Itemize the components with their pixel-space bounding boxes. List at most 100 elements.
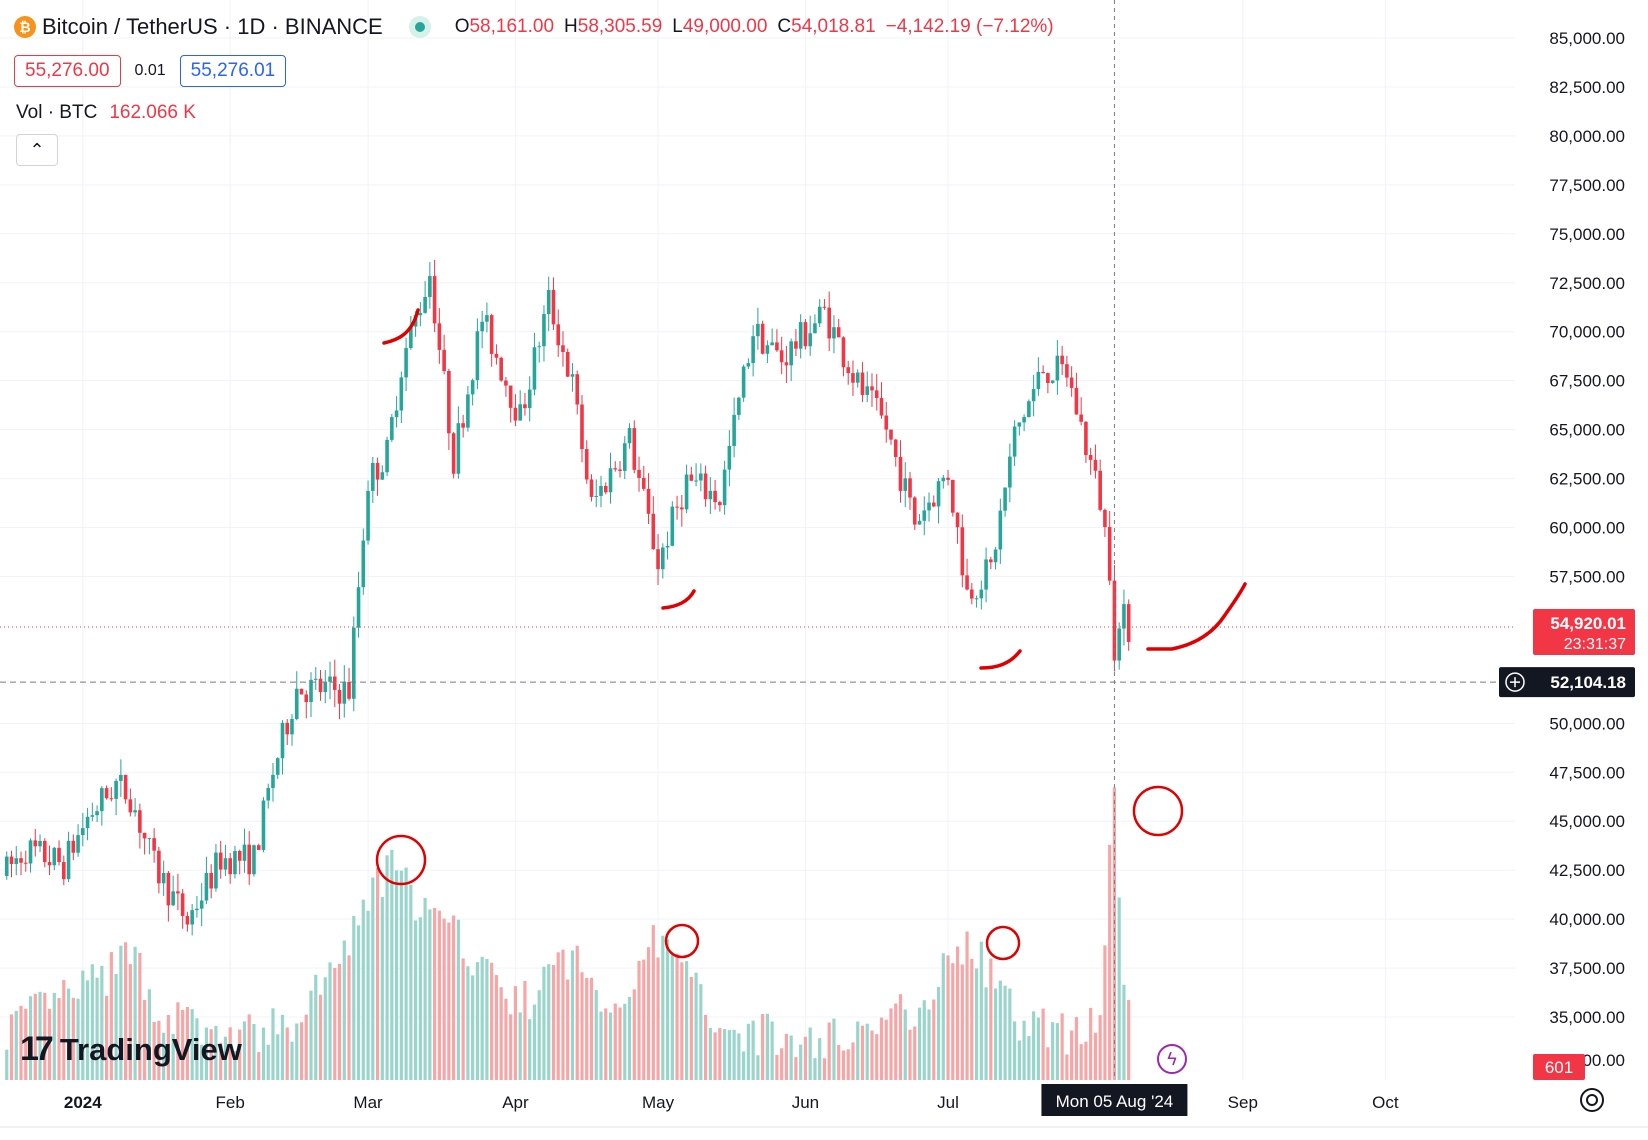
volume-bar: [860, 1025, 865, 1080]
volume-bar: [375, 868, 380, 1080]
volume-bar: [261, 1027, 266, 1080]
candle-body: [575, 374, 580, 405]
candle-body: [432, 276, 437, 324]
open-value: 58,161.00: [469, 16, 555, 37]
volume-bar: [447, 922, 451, 1080]
volume-bar: [827, 1022, 831, 1080]
volume-bar: [143, 999, 147, 1080]
candle-body: [185, 915, 190, 925]
candle-body: [537, 346, 542, 348]
volume-bar: [456, 919, 460, 1080]
volume-bar: [14, 1010, 18, 1080]
volume-bar: [523, 980, 527, 1080]
gear-icon[interactable]: [1580, 1088, 1604, 1112]
candle-body: [922, 510, 927, 521]
volume-bar: [818, 1038, 822, 1080]
time-tick-label: 2024: [64, 1093, 102, 1112]
volume-bar: [252, 1024, 256, 1080]
candle-body: [38, 840, 42, 847]
symbol-title[interactable]: Bitcoin / TetherUS · 1D · BINANCE: [42, 14, 383, 39]
candle-body: [713, 490, 717, 503]
candle-body: [718, 502, 722, 506]
candle-body: [851, 373, 855, 383]
volume-bar: [485, 958, 489, 1080]
price-tick-label: 50,000.00: [1549, 714, 1625, 733]
candle-body: [456, 423, 461, 474]
candle-body: [23, 862, 28, 864]
candle-body: [651, 513, 656, 550]
volume-bar: [509, 1014, 513, 1080]
candle-body: [570, 374, 575, 377]
volume-bar: [618, 1007, 622, 1080]
candle-body: [703, 473, 708, 500]
candle-body: [523, 404, 527, 409]
candle-body: [556, 324, 561, 346]
last-price-tag: [1533, 608, 1635, 655]
candle-body: [965, 575, 969, 590]
candle-body: [832, 327, 836, 339]
candle-body: [214, 852, 218, 889]
tradingview-logo[interactable]: 17 TradingView: [20, 1030, 242, 1069]
volume-bar: [204, 1027, 209, 1080]
volume-bar: [737, 1033, 741, 1080]
candle-body: [841, 337, 846, 368]
candle-body: [57, 847, 61, 863]
candle-body: [480, 321, 484, 332]
volume-bar: [124, 942, 128, 1080]
volume-bar: [390, 849, 394, 1080]
volume-label[interactable]: Vol · BTC: [16, 102, 98, 123]
candle-body: [152, 838, 156, 851]
lightning-icon[interactable]: ϟ: [1157, 1044, 1187, 1074]
swing-low-arc: [661, 589, 696, 610]
candle-body: [123, 774, 128, 800]
candle-body: [789, 341, 793, 366]
volume-bar: [1074, 1017, 1079, 1080]
candle-body: [380, 472, 385, 480]
volume-tag: [1533, 1054, 1585, 1080]
volume-bar: [318, 994, 323, 1080]
candle-body: [62, 862, 66, 880]
volume-bar: [394, 870, 399, 1080]
candle-body: [1122, 604, 1126, 629]
candle-body: [361, 540, 366, 588]
volume-bar: [551, 965, 556, 1080]
crosshair-price-tag: [1499, 667, 1635, 698]
candle-body: [1027, 401, 1031, 418]
candle-body: [161, 872, 166, 884]
price-tick-label: 47,500.00: [1549, 763, 1625, 782]
volume-bar: [651, 925, 655, 1080]
candle-body: [271, 774, 275, 789]
candle-body: [955, 512, 960, 528]
candle-body: [399, 377, 404, 411]
volume-bar: [76, 998, 80, 1080]
price-tick-label: 37,500.00: [1549, 959, 1625, 978]
candle-body: [1046, 373, 1050, 384]
volume-bar: [81, 970, 85, 1080]
volume-bar: [299, 1022, 304, 1080]
candle-body: [931, 502, 936, 507]
collapse-legend-button[interactable]: ⌃: [16, 134, 58, 166]
sell-button[interactable]: 55,276.00: [14, 55, 121, 87]
buy-button[interactable]: 55,276.01: [179, 55, 287, 87]
candle-body: [66, 840, 71, 880]
time-tick-label: Feb: [216, 1093, 245, 1112]
candle-body: [351, 627, 356, 699]
volume-bar: [570, 950, 575, 1080]
volume-bar: [1103, 945, 1107, 1080]
volume-bar: [66, 988, 71, 1080]
volume-bar: [233, 1051, 237, 1080]
volume-bar: [642, 959, 646, 1080]
volume-bar: [594, 990, 598, 1080]
close-value: 54,018.81: [791, 16, 876, 37]
volume-bar: [898, 994, 903, 1080]
volume-bar: [761, 1014, 765, 1080]
volume-bar: [195, 1018, 199, 1080]
volume-bar: [185, 1007, 190, 1080]
candle-body: [546, 289, 551, 315]
candle-body: [746, 363, 751, 367]
candle-body: [442, 349, 446, 372]
candle-body: [332, 676, 337, 690]
last-price-label: 54,920.01: [1550, 614, 1626, 633]
candle-body: [1079, 414, 1083, 422]
